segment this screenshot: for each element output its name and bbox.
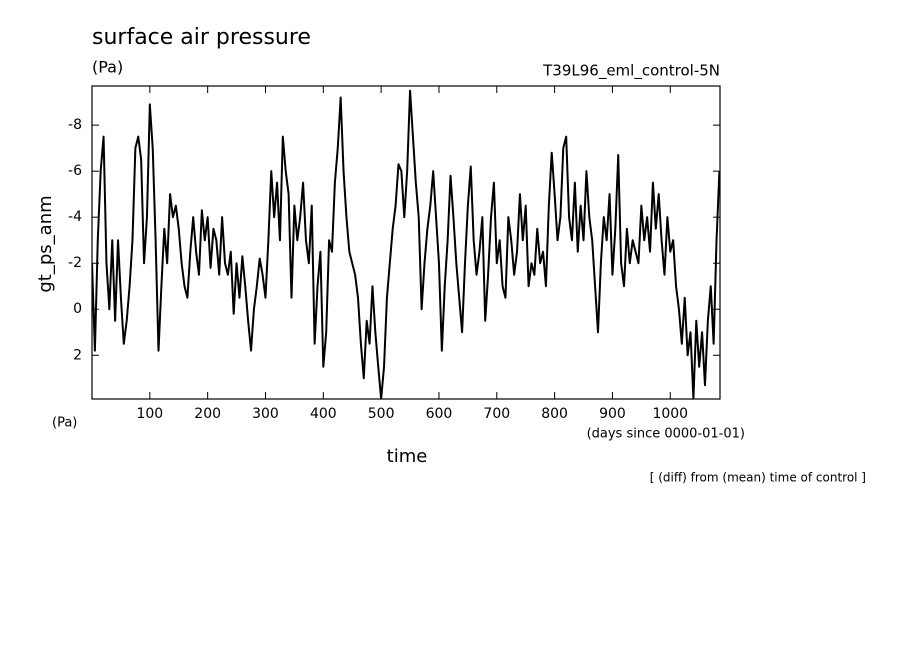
x-units: (days since 0000-01-01): [587, 427, 745, 442]
y-axis-label: gt_ps_anm: [35, 195, 56, 292]
x-tick-label: 800: [541, 406, 568, 422]
x-tick-label: 400: [310, 406, 337, 422]
plot-frame: [91, 85, 721, 400]
x-tick-label: 100: [136, 406, 163, 422]
y-tick-label: -4: [68, 209, 82, 225]
y-units: (Pa): [52, 416, 77, 431]
x-tick-label: 600: [426, 406, 453, 422]
y-tick-label: -6: [68, 163, 82, 179]
x-tick-label: 200: [194, 406, 221, 422]
footnote: [ (diff) from (mean) time of control ]: [650, 471, 866, 485]
y-tick-label: -8: [68, 117, 82, 133]
x-tick-label: 700: [483, 406, 510, 422]
y-tick-label: -2: [68, 255, 82, 271]
y-tick-label: 0: [73, 301, 82, 317]
y-tick-label: 2: [73, 347, 82, 363]
x-tick-label: 900: [599, 406, 626, 422]
x-tick-label: 1000: [652, 406, 688, 422]
data-line: [92, 89, 720, 399]
x-axis-label: time: [387, 446, 428, 467]
x-tick-label: 300: [252, 406, 279, 422]
x-tick-label: 500: [368, 406, 395, 422]
subtitle: T39L96_eml_control-5N: [542, 62, 720, 81]
chart-title: surface air pressure: [92, 25, 311, 50]
units: (Pa): [92, 58, 123, 77]
